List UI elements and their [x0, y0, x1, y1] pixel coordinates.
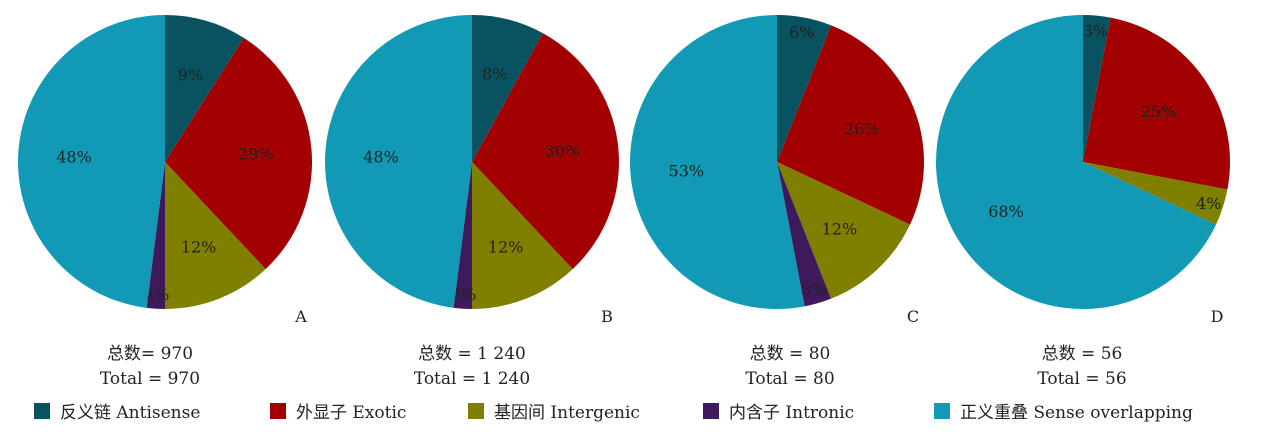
legend-item-intergenic: 基因间 Intergenic	[468, 398, 640, 423]
slice-label-a-antisense: 9%	[178, 66, 203, 85]
slice-label-d-sense-overlapping: 68%	[988, 202, 1024, 221]
total-cn-c: 总数 = 80	[749, 344, 831, 364]
slice-a-intergenic	[165, 162, 266, 309]
slice-a-intronic	[146, 162, 165, 309]
slice-c-intronic	[777, 162, 832, 307]
legend-swatch-exotic	[270, 402, 286, 419]
slice-d-intergenic	[1083, 162, 1228, 225]
slice-label-c-antisense: 6%	[789, 23, 814, 42]
slice-a-antisense	[165, 15, 244, 162]
pie-d: 3% 25% 4% 68%	[936, 14, 1231, 309]
total-cn-d: 总数 = 56	[1041, 344, 1123, 364]
slice-d-sense-overlapping	[936, 14, 1217, 309]
slice-a-exotic	[165, 37, 313, 270]
slice-label-c-intronic: 3%	[801, 280, 826, 299]
slice-c-sense-overlapping	[630, 15, 805, 309]
slice-a-sense-overlapping	[18, 15, 165, 308]
slice-label-b-exotic: 30%	[545, 142, 581, 161]
total-stat-d: 总数 = 56 Total = 56	[992, 342, 1172, 392]
panel-letter-d: D	[1211, 307, 1224, 326]
total-stat-b: 总数 = 1 240 Total = 1 240	[382, 342, 562, 392]
total-en-c: Total = 80	[745, 369, 835, 389]
legend-item-antisense: 反义链 Antisense	[34, 398, 200, 423]
total-stat-c: 总数 = 80 Total = 80	[700, 342, 880, 392]
slice-label-c-exotic: 26%	[844, 119, 880, 138]
legend-swatch-intergenic	[468, 402, 484, 419]
slice-d-exotic	[1083, 17, 1231, 190]
slice-b-intergenic	[472, 162, 573, 309]
legend-item-exotic: 外显子 Exotic	[270, 398, 406, 423]
total-cn-b: 总数 = 1 240	[418, 344, 526, 364]
slice-label-a-intronic: 2%	[144, 285, 169, 304]
legend-label-intronic: 内含子 Intronic	[729, 403, 855, 423]
total-cn-a: 总数= 970	[106, 344, 194, 364]
slice-b-intronic	[453, 162, 472, 309]
slice-label-b-sense-overlapping: 48%	[363, 147, 399, 166]
slice-label-a-sense-overlapping: 48%	[56, 147, 92, 166]
panel-letter-b: B	[601, 307, 613, 326]
legend-label-intergenic: 基因间 Intergenic	[494, 403, 640, 423]
slice-b-exotic	[472, 33, 620, 270]
slice-c-exotic	[777, 25, 925, 225]
legend-swatch-sense-overlapping	[934, 402, 950, 419]
legend-label-exotic: 外显子 Exotic	[296, 403, 407, 423]
total-en-d: Total = 56	[1037, 369, 1127, 389]
pie-c: 6% 26% 12% 3% 53%	[630, 15, 925, 309]
legend-item-intronic: 内含子 Intronic	[703, 398, 854, 423]
panel-letter-c: C	[907, 307, 919, 326]
slice-c-intergenic	[777, 162, 911, 299]
legend-item-sense-overlapping: 正义重叠 Sense overlapping	[934, 398, 1193, 423]
slice-label-a-exotic: 29%	[238, 144, 274, 163]
slice-label-d-antisense: 3%	[1083, 21, 1108, 40]
legend-swatch-intronic	[703, 402, 719, 419]
slice-label-a-intergenic: 12%	[181, 238, 217, 257]
slice-label-d-intergenic: 4%	[1196, 194, 1221, 213]
legend-swatch-antisense	[34, 402, 50, 419]
slice-b-antisense	[472, 14, 543, 162]
panel-letter-a: A	[294, 307, 307, 326]
slice-b-sense-overlapping	[325, 15, 472, 308]
total-en-b: Total = 1 240	[413, 369, 531, 389]
slice-label-d-exotic: 25%	[1141, 102, 1177, 121]
legend-label-antisense: 反义链 Antisense	[60, 403, 201, 423]
slice-label-b-intronic: 2%	[451, 285, 476, 304]
pie-charts: 9% 29% 12% 2% 48% A 8% 30% 12% 2% 48% B 6% 26% 12% 3% 53…	[18, 14, 1231, 326]
slice-label-c-intergenic: 12%	[822, 219, 858, 238]
slice-label-b-antisense: 8%	[482, 65, 507, 84]
slice-label-c-sense-overlapping: 53%	[669, 162, 705, 181]
pie-b: 8% 30% 12% 2% 48%	[325, 14, 620, 309]
pie-a: 9% 29% 12% 2% 48%	[18, 15, 313, 309]
slice-d-antisense	[1083, 14, 1111, 162]
slice-c-antisense	[777, 15, 832, 162]
total-en-a: Total = 970	[99, 369, 201, 389]
total-stat-a: 总数= 970 Total = 970	[60, 342, 240, 392]
legend: 反义链 Antisense 外显子 Exotic 基因间 Intergenic …	[0, 398, 1268, 428]
legend-label-sense-overlapping: 正义重叠 Sense overlapping	[960, 403, 1193, 423]
slice-label-b-intergenic: 12%	[488, 238, 524, 257]
